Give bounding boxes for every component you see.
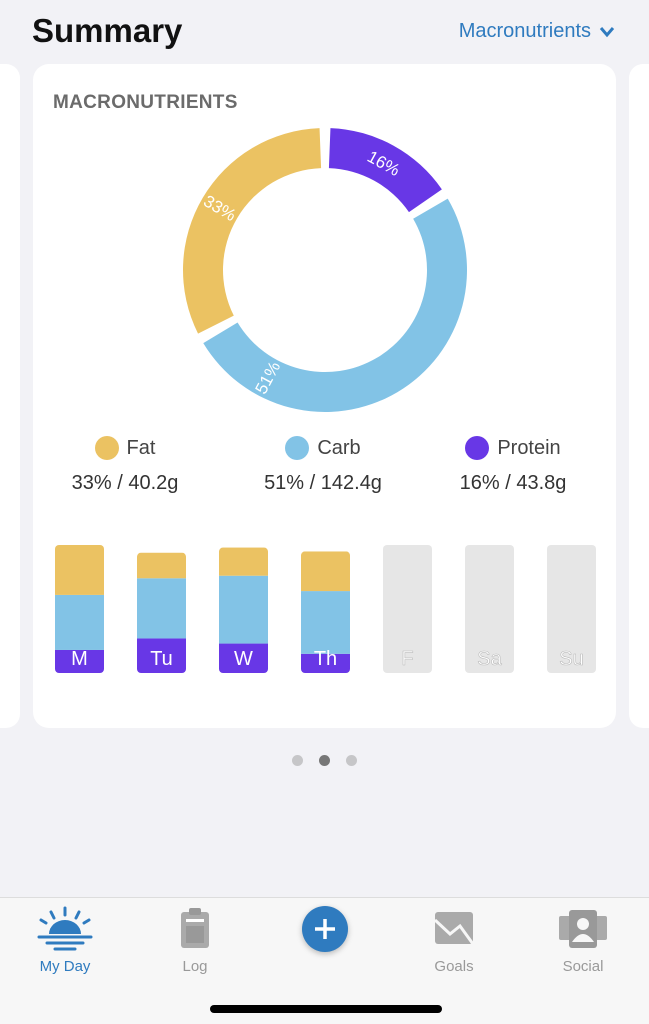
bar-segment-carb (55, 594, 104, 650)
previous-card-peek[interactable] (0, 64, 20, 728)
chevron-down-icon (599, 26, 615, 37)
bar-label: Tu (150, 648, 173, 670)
card-title: MACRONUTRIENTS (53, 92, 238, 113)
bar-M[interactable]: M (55, 545, 104, 673)
legend-fat: Fat 33% / 40.2g (35, 436, 215, 495)
bar-label: F (401, 648, 413, 670)
tab-label: My Day (39, 958, 91, 975)
legend-name: Protein (497, 436, 561, 459)
bar-label: Th (314, 648, 337, 670)
bar-Su[interactable]: Su (547, 545, 596, 673)
macronutrients-card: MACRONUTRIENTS 16% 51% 33% Fat 33% / 40.2g… (33, 64, 616, 728)
tab-my-day[interactable]: My Day (15, 906, 115, 975)
donut-slice-protein (328, 128, 442, 213)
selector-label: Macronutrients (458, 20, 591, 42)
legend-name: Carb (317, 436, 361, 459)
bar-segment-protein (219, 643, 268, 673)
legend-value: 16% / 43.8g (459, 472, 567, 494)
bar-empty (465, 545, 514, 673)
carb-dot-icon (285, 436, 310, 460)
clipboard-icon (181, 908, 209, 948)
bar-empty (547, 545, 596, 673)
bar-segment-protein (301, 653, 350, 673)
plus-icon (315, 919, 335, 939)
bar-label: W (234, 648, 253, 670)
donut-slice-fat (183, 128, 322, 334)
bar-F[interactable]: F (383, 545, 432, 673)
bar-empty (383, 545, 432, 673)
bar-W[interactable]: W (219, 547, 268, 673)
add-button[interactable] (302, 906, 348, 952)
goals-chart-icon (433, 912, 475, 945)
bar-label: Sa (477, 648, 502, 670)
tab-label: Social (562, 958, 604, 975)
donut-slice-carb (203, 198, 467, 412)
bar-segment-carb (137, 578, 186, 639)
legend-protein: Protein 16% / 43.8g (423, 436, 603, 495)
tab-goals[interactable]: Goals (404, 906, 504, 975)
bar-segment-fat (137, 552, 186, 579)
legend-name: Fat (126, 436, 156, 459)
legend: Fat 33% / 40.2g Carb 51% / 142.4g Protei… (33, 436, 616, 506)
people-icon (559, 910, 607, 948)
bar-segment-carb (301, 591, 350, 654)
next-card-peek[interactable] (629, 64, 649, 728)
sunrise-icon (37, 906, 93, 951)
bar-label: M (71, 648, 88, 670)
macronutrient-donut-chart: 16%51%33% (183, 128, 467, 412)
bar-segment-carb (219, 575, 268, 644)
page-dot[interactable] (292, 755, 303, 766)
home-indicator[interactable] (210, 1005, 442, 1013)
legend-value: 33% / 40.2g (71, 472, 179, 494)
bar-segment-fat (219, 547, 268, 576)
tab-label: Goals (434, 958, 474, 975)
bar-segment-protein (55, 649, 104, 673)
bar-segment-fat (301, 551, 350, 592)
bar-Sa[interactable]: Sa (465, 545, 514, 673)
bar-segment-fat (55, 545, 104, 595)
tab-log[interactable]: Log (145, 906, 245, 975)
protein-dot-icon (465, 436, 490, 460)
tab-label: Log (182, 958, 208, 975)
page-title: Summary (32, 12, 183, 49)
bar-label: Su (559, 648, 583, 670)
bar-Tu[interactable]: Tu (137, 552, 186, 673)
bar-segment-protein (137, 638, 186, 673)
page-dot[interactable] (346, 755, 357, 766)
weekly-stacked-bar-chart: M Tu W Th F Sa Su (55, 545, 596, 673)
fat-dot-icon (94, 436, 119, 460)
tab-social[interactable]: Social (533, 906, 633, 975)
page-dot-active[interactable] (319, 755, 330, 766)
legend-carb: Carb 51% / 142.4g (233, 436, 413, 495)
macronutrients-selector[interactable]: Macronutrients (459, 20, 615, 43)
bar-Th[interactable]: Th (301, 551, 350, 673)
page-indicator[interactable] (0, 755, 649, 766)
legend-value: 51% / 142.4g (264, 472, 382, 494)
